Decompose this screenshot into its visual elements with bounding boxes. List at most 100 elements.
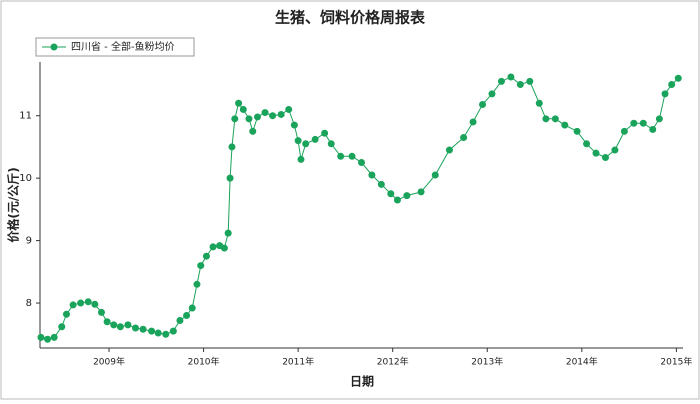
data-point xyxy=(403,192,411,200)
y-tick-label: 10 xyxy=(19,173,32,184)
x-axis-label: 日期 xyxy=(350,374,374,389)
data-point xyxy=(269,112,277,120)
x-tick-label: 2011年 xyxy=(282,356,314,368)
legend: 四川省 - 全部-鱼粉均价 xyxy=(35,37,195,57)
chart-title: 生猪、饲料价格周报表 xyxy=(275,9,426,27)
y-tick-label: 8 xyxy=(26,298,32,309)
data-point xyxy=(97,308,105,316)
data-point xyxy=(148,327,156,335)
data-point xyxy=(321,129,329,137)
legend-marker xyxy=(50,43,58,51)
data-point xyxy=(253,113,261,121)
data-point xyxy=(37,333,45,341)
data-point xyxy=(302,140,310,148)
data-point xyxy=(327,140,335,148)
data-point xyxy=(176,317,184,325)
data-point xyxy=(674,74,682,82)
data-point xyxy=(479,100,487,108)
y-tick-label: 11 xyxy=(19,111,32,122)
data-point xyxy=(249,127,257,135)
data-point xyxy=(368,171,376,179)
data-point xyxy=(124,321,132,329)
data-point xyxy=(573,127,581,135)
data-point xyxy=(348,152,356,160)
data-point xyxy=(197,262,205,270)
y-tick-label: 9 xyxy=(26,236,32,247)
data-point xyxy=(290,121,298,129)
data-point xyxy=(261,109,269,117)
data-point xyxy=(103,318,111,326)
data-point xyxy=(387,190,395,198)
data-point xyxy=(116,323,124,331)
x-tick-label: 2013年 xyxy=(471,356,503,368)
data-point xyxy=(393,196,401,204)
data-point xyxy=(91,300,99,308)
data-point xyxy=(162,330,170,338)
data-point xyxy=(526,77,534,85)
data-point xyxy=(551,115,559,123)
data-point xyxy=(77,299,85,307)
data-point xyxy=(224,229,232,237)
data-point xyxy=(193,280,201,288)
data-point xyxy=(58,323,66,331)
data-point xyxy=(245,115,253,123)
data-point xyxy=(169,327,177,335)
data-point xyxy=(294,137,302,145)
data-point xyxy=(488,90,496,98)
data-point xyxy=(601,154,609,162)
data-point xyxy=(139,325,147,333)
data-point xyxy=(611,146,619,154)
data-point xyxy=(542,115,550,123)
data-point xyxy=(202,252,210,260)
data-point xyxy=(337,152,345,160)
data-point xyxy=(84,298,92,306)
data-point xyxy=(469,118,477,126)
data-point xyxy=(226,174,234,182)
data-point xyxy=(183,312,191,320)
data-point xyxy=(132,324,140,332)
legend-label: 四川省 - 全部-鱼粉均价 xyxy=(71,40,175,53)
data-point xyxy=(50,333,58,341)
data-point xyxy=(417,188,425,196)
x-tick-label: 2014年 xyxy=(566,356,598,368)
data-point xyxy=(535,99,543,107)
data-point xyxy=(516,80,524,88)
data-point xyxy=(231,115,239,123)
data-point xyxy=(583,140,591,148)
data-point xyxy=(358,159,365,167)
data-point xyxy=(188,304,196,312)
data-point xyxy=(649,125,657,133)
data-point xyxy=(62,310,70,318)
data-point xyxy=(239,105,247,113)
data-point xyxy=(209,243,217,251)
data-point xyxy=(220,244,228,252)
legend-box xyxy=(35,37,195,57)
data-point xyxy=(110,321,118,329)
data-point xyxy=(639,119,647,127)
data-point xyxy=(69,301,77,309)
data-point xyxy=(235,99,243,107)
data-point xyxy=(431,171,439,179)
data-point xyxy=(311,135,319,143)
data-point xyxy=(561,121,569,129)
data-point xyxy=(44,335,52,343)
data-point xyxy=(297,155,305,163)
data-point xyxy=(655,115,663,123)
data-point xyxy=(497,77,505,85)
data-point xyxy=(592,149,600,157)
x-tick-label: 2010年 xyxy=(188,356,220,368)
data-point xyxy=(507,73,515,81)
data-point xyxy=(445,146,453,154)
data-point xyxy=(285,105,293,113)
data-point xyxy=(661,90,669,98)
data-point xyxy=(377,180,385,188)
x-tick-label: 2012年 xyxy=(377,356,409,368)
data-point xyxy=(620,127,628,135)
data-point xyxy=(154,329,162,337)
x-tick-label: 2015年 xyxy=(660,356,692,368)
data-point xyxy=(668,80,676,88)
data-point xyxy=(630,119,638,127)
data-point xyxy=(277,110,285,118)
